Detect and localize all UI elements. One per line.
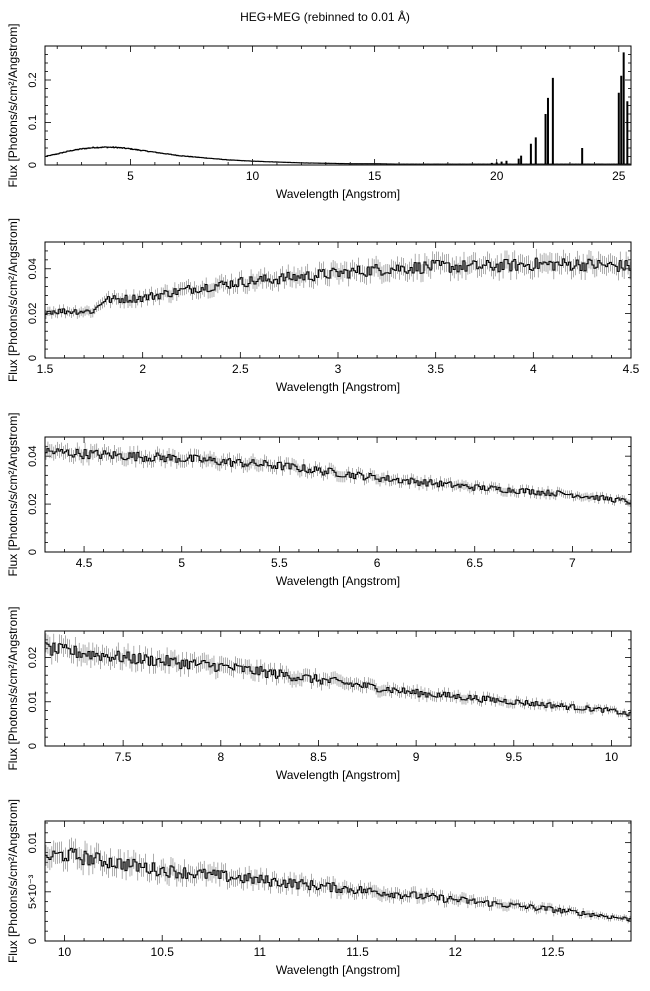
y-tick-label: 0.1 — [27, 115, 39, 130]
x-tick-label: 5 — [127, 169, 134, 183]
x-tick-label: 2.5 — [232, 362, 249, 376]
error-bars — [45, 248, 631, 320]
chart-panel-5: 10 10.5 11 11.5 12 12.5 0 5×10⁻³ 0.01 Wavelength … — [6, 799, 632, 977]
y-tick-label: 0.01 — [27, 691, 39, 712]
y-tick-label: 5×10⁻³ — [27, 874, 39, 909]
x-tick-label: 9.5 — [505, 750, 522, 764]
plot-frame — [44, 630, 632, 747]
x-tick-label: 7.5 — [115, 750, 132, 764]
x-tick-label: 12.5 — [541, 945, 565, 959]
x-tick-label: 4 — [530, 362, 537, 376]
chart-panel-2: 1.5 2 2.5 3 3.5 4 4.5 0 0.02 0.04 Wavelength [Angs… — [6, 218, 640, 394]
y-tick-label: 0.04 — [27, 258, 39, 279]
y-tick-label: 0.02 — [27, 647, 39, 668]
spectrum-data — [45, 248, 631, 320]
x-tick-label: 1.5 — [37, 362, 54, 376]
plot-frame — [44, 820, 632, 942]
spectrum-line — [45, 146, 631, 165]
spectrum-data — [45, 633, 631, 719]
x-tick-label: 10 — [246, 169, 260, 183]
x-tick-label: 11 — [254, 945, 267, 959]
y-tick-label: 0.2 — [27, 72, 39, 87]
x-tick-label: 25 — [612, 169, 626, 183]
x-tick-label: 6 — [374, 556, 381, 570]
y-tick-label: 0 — [27, 549, 39, 555]
spectrum-line — [45, 847, 631, 922]
x-axis-label: Wavelength [Angstrom] — [276, 187, 400, 201]
x-tick-label: 4.5 — [623, 362, 640, 376]
spectrum-line — [45, 257, 631, 315]
y-tick-label: 0 — [27, 162, 39, 168]
x-tick-label: 8.5 — [310, 750, 327, 764]
x-tick-label: 12 — [449, 945, 463, 959]
error-bars — [45, 441, 631, 507]
y-axis-label: Flux [Photons/s/cm²/Angstrom] — [6, 606, 20, 770]
spectrum-line — [45, 448, 631, 504]
chart-panel-3: 4.5 5 5.5 6 6.5 7 0 0.02 0.04 Wavelength [Angstro… — [6, 412, 632, 588]
chart-panel-4: 7.5 8 8.5 9 9.5 10 0 0.01 0.02 Wavelength [Angstr… — [6, 606, 632, 782]
spectrum-data — [45, 52, 631, 165]
y-axis-label: Flux [Photons/s/cm²/Angstrom] — [6, 218, 20, 382]
spectrum-line — [45, 642, 631, 717]
y-tick-label: 0.01 — [27, 832, 39, 853]
y-tick-label: 0 — [27, 743, 39, 749]
x-tick-label: 6.5 — [466, 556, 483, 570]
x-axis-label: Wavelength [Angstrom] — [276, 963, 400, 977]
y-axis-label: Flux [Photons/s/cm²/Angstrom] — [6, 23, 20, 187]
x-tick-label: 10 — [605, 750, 619, 764]
x-tick-label: 3 — [335, 362, 342, 376]
error-bars — [45, 837, 631, 924]
x-tick-label: 4.5 — [76, 556, 93, 570]
x-tick-label: 2 — [139, 362, 146, 376]
figure-title: HEG+MEG (rebinned to 0.01 Å) — [240, 10, 410, 24]
y-axis-label: Flux [Photons/s/cm²/Angstrom] — [6, 412, 20, 576]
spectrum-data — [45, 441, 631, 507]
x-tick-label: 9 — [413, 750, 420, 764]
y-tick-label: 0 — [27, 938, 39, 944]
y-tick-label: 0.02 — [27, 493, 39, 514]
y-tick-label: 0.02 — [27, 303, 39, 324]
x-axis-label: Wavelength [Angstrom] — [276, 380, 400, 394]
x-axis-label: Wavelength [Angstrom] — [276, 768, 400, 782]
x-axis-label: Wavelength [Angstrom] — [276, 574, 400, 588]
error-bars — [45, 633, 631, 719]
x-tick-label: 3.5 — [427, 362, 444, 376]
x-tick-label: 5 — [178, 556, 185, 570]
x-tick-label: 20 — [490, 169, 504, 183]
y-axis-label: Flux [Photons/s/cm²/Angstrom] — [6, 799, 20, 963]
x-tick-label: 11.5 — [346, 945, 369, 959]
x-tick-label: 15 — [368, 169, 382, 183]
x-tick-label: 10 — [58, 945, 72, 959]
x-tick-label: 7 — [569, 556, 576, 570]
error-bars — [45, 146, 631, 165]
chart-panel-1: 5 10 15 20 25 0 0.1 0.2 Wavelength [Angstrom] Flu… — [6, 23, 632, 201]
y-tick-label: 0.04 — [27, 445, 39, 466]
x-tick-label: 10.5 — [151, 945, 175, 959]
plot-frame — [44, 45, 632, 166]
x-tick-label: 5.5 — [271, 556, 288, 570]
x-tick-label: 8 — [217, 750, 224, 764]
spectrum-data — [45, 837, 631, 924]
y-tick-label: 0 — [27, 355, 39, 361]
